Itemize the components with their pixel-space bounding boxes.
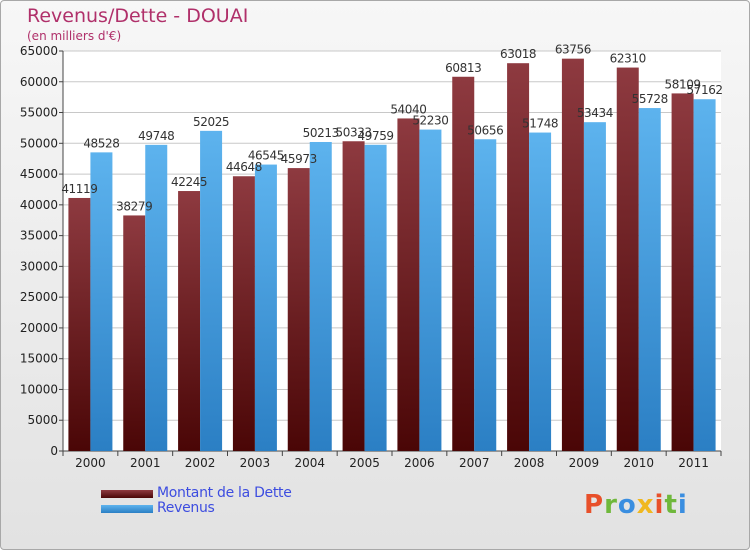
chart-subtitle: (en milliers d'€) (27, 29, 122, 43)
bar-revenus (200, 130, 223, 451)
x-tick-label: 2010 (623, 456, 654, 470)
y-tick-label: 15000 (20, 352, 58, 366)
data-labels: 41119 48528 38279 49748 42245 52025 4464846545… (61, 43, 723, 214)
logo-letter: i (654, 490, 665, 520)
bar-dette (671, 93, 694, 451)
x-tick-label: 2011 (678, 456, 709, 470)
legend-label-dette: Montant de la Dette (157, 485, 292, 501)
bar-dette (561, 58, 584, 451)
grid-lines (63, 50, 721, 452)
bar-revenus (419, 129, 442, 452)
bar-revenus (474, 139, 497, 452)
legend-swatch-revenus (101, 505, 153, 513)
logo-letter: i (677, 490, 688, 520)
proxiti-logo: Proxiti (584, 490, 688, 520)
y-tick-label: 25000 (20, 290, 58, 304)
data-label-dette: 38279 (116, 199, 152, 213)
data-label-dette: 62310 (610, 52, 646, 66)
data-label-revenus: 52025 (193, 115, 229, 129)
bar-dette (397, 118, 420, 451)
data-label-dette: 42245 (171, 175, 207, 189)
y-tick-label: 55000 (20, 106, 58, 120)
data-label-revenus: 55728 (632, 92, 668, 106)
data-label-revenus: 53434 (577, 106, 613, 120)
data-label-revenus: 50213 (303, 126, 339, 140)
data-label-dette: 44648 (226, 160, 262, 174)
y-tick-label: 35000 (20, 229, 58, 243)
y-tick-label: 30000 (20, 259, 58, 273)
data-label-dette: 50333 (335, 125, 371, 139)
legend-swatch-dette (101, 490, 153, 498)
x-tick-label: 2008 (514, 456, 545, 470)
x-tick-label: 2001 (130, 456, 161, 470)
data-label-revenus: 48528 (83, 136, 119, 150)
bar-revenus (254, 164, 277, 452)
y-tick-label: 5000 (27, 413, 58, 427)
data-label-dette: 60813 (445, 61, 481, 75)
data-label-dette: 63018 (500, 47, 536, 61)
bar-revenus (364, 144, 387, 451)
bars (68, 58, 716, 452)
x-tick-label: 2002 (185, 456, 216, 470)
bar-dette (507, 63, 530, 451)
data-label-dette: 63756 (555, 43, 591, 57)
logo-letter: o (617, 490, 637, 520)
data-label-dette: 58109 (664, 77, 700, 91)
bar-dette (68, 197, 91, 451)
axes: 0 5000 10000 15000 20000 25000 30000 35000 40000… (20, 44, 722, 470)
data-label-dette: 41119 (61, 182, 97, 196)
bar-revenus (90, 152, 113, 451)
data-label-revenus: 46545 (248, 149, 284, 163)
data-label-dette: 45973 (281, 152, 317, 166)
x-tick-label: 2003 (240, 456, 271, 470)
x-tick-label: 2000 (75, 456, 106, 470)
bar-revenus (309, 141, 332, 451)
data-label-revenus: 52230 (412, 114, 448, 128)
x-tick-label: 2007 (459, 456, 490, 470)
y-tick-label: 10000 (20, 382, 58, 396)
x-tick-label: 2006 (404, 456, 435, 470)
bar-dette (232, 176, 255, 451)
bar-revenus (145, 144, 168, 451)
y-tick-label: 65000 (20, 44, 58, 58)
logo-letter: P (584, 490, 605, 520)
y-tick-label: 20000 (20, 321, 58, 335)
bar-dette (287, 168, 310, 451)
bar-revenus (529, 132, 552, 451)
x-tick-label: 2009 (569, 456, 600, 470)
data-label-dette: 54040 (390, 102, 426, 116)
y-tick-label: 0 (50, 444, 58, 458)
data-label-revenus: 51748 (522, 117, 558, 131)
bar-revenus (693, 99, 716, 451)
chart-title: Revenus/Dette - DOUAI (27, 5, 249, 27)
y-tick-label: 50000 (20, 136, 58, 150)
y-tick-label: 40000 (20, 198, 58, 212)
x-tick-label: 2004 (294, 456, 325, 470)
bar-revenus (583, 122, 606, 451)
logo-letter: t (664, 490, 678, 520)
bar-revenus (638, 108, 661, 451)
data-label-revenus: 49759 (357, 129, 393, 143)
legend-label-revenus: Revenus (157, 500, 215, 516)
bar-dette (616, 67, 639, 452)
y-tick-label: 45000 (20, 167, 58, 181)
bar-dette (342, 141, 365, 451)
y-tick-label: 60000 (20, 75, 58, 89)
plot-area (63, 51, 721, 451)
x-tick-label: 2005 (349, 456, 380, 470)
logo-letter: r (604, 490, 618, 520)
bar-dette (178, 191, 201, 451)
data-label-revenus: 50656 (467, 123, 503, 137)
data-label-revenus: 49748 (138, 129, 174, 143)
logo-letter: x (636, 490, 655, 520)
data-label-revenus: 57162 (686, 83, 722, 97)
bar-dette (123, 215, 146, 451)
bar-dette (452, 76, 475, 452)
